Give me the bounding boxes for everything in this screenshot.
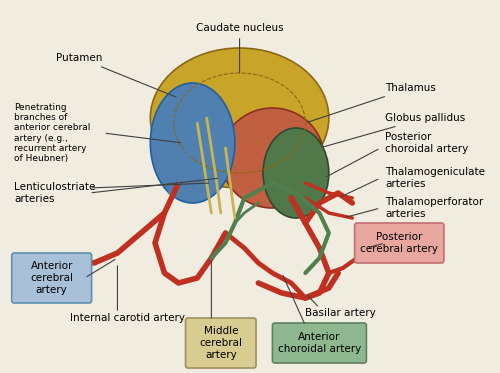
Text: Middle
cerebral
artery: Middle cerebral artery (200, 326, 242, 360)
Text: Internal carotid artery: Internal carotid artery (70, 313, 186, 323)
Text: Caudate nucleus: Caudate nucleus (196, 23, 284, 73)
Ellipse shape (221, 108, 324, 208)
FancyBboxPatch shape (272, 323, 366, 363)
Text: Anterior
choroidal artery: Anterior choroidal artery (278, 332, 361, 354)
FancyBboxPatch shape (186, 318, 256, 368)
Text: Putamen: Putamen (56, 53, 176, 97)
Text: Thalamoperforator
arteries: Thalamoperforator arteries (385, 197, 484, 219)
Text: Thalamogeniculate
arteries: Thalamogeniculate arteries (385, 167, 485, 189)
Text: Posterior
cerebral artery: Posterior cerebral artery (360, 232, 438, 254)
Text: Globus pallidus: Globus pallidus (322, 113, 466, 147)
Text: Lenticulostriate
arteries: Lenticulostriate arteries (14, 182, 96, 204)
FancyBboxPatch shape (12, 253, 92, 303)
Text: Anterior
cerebral
artery: Anterior cerebral artery (30, 261, 73, 295)
Ellipse shape (150, 83, 235, 203)
Text: Thalamus: Thalamus (308, 83, 436, 122)
Text: Penetrating
branches of
anterior cerebral
artery (e.g.,
recurrent artery
of Heub: Penetrating branches of anterior cerebra… (14, 103, 90, 163)
Ellipse shape (263, 128, 329, 218)
FancyBboxPatch shape (354, 223, 444, 263)
Text: Posterior
choroidal artery: Posterior choroidal artery (385, 132, 468, 154)
Text: Basilar artery: Basilar artery (306, 308, 376, 318)
Ellipse shape (150, 48, 329, 188)
